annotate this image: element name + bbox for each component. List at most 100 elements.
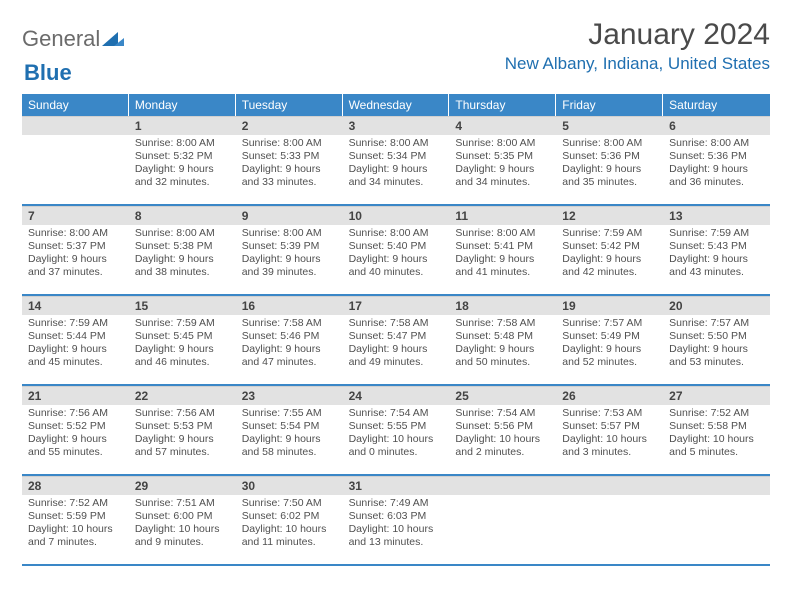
- day-body: Sunrise: 7:56 AMSunset: 5:52 PMDaylight:…: [22, 405, 129, 466]
- day-sunset: Sunset: 5:49 PM: [562, 330, 657, 343]
- day-daylight1: Daylight: 9 hours: [28, 433, 123, 446]
- day-number: 24: [343, 387, 450, 405]
- day-body: Sunrise: 7:51 AMSunset: 6:00 PMDaylight:…: [129, 495, 236, 556]
- day-body: Sunrise: 8:00 AMSunset: 5:35 PMDaylight:…: [449, 135, 556, 196]
- day-number: 3: [343, 117, 450, 135]
- brand-text: General: [22, 26, 124, 52]
- daynum-bar: 8: [129, 206, 236, 225]
- day-body: Sunrise: 7:50 AMSunset: 6:02 PMDaylight:…: [236, 495, 343, 556]
- day-number: [556, 477, 663, 495]
- day-cell: 20Sunrise: 7:57 AMSunset: 5:50 PMDayligh…: [663, 296, 770, 384]
- day-daylight1: Daylight: 9 hours: [242, 343, 337, 356]
- day-number: [663, 477, 770, 495]
- day-daylight1: Daylight: 9 hours: [669, 253, 764, 266]
- day-sunrise: Sunrise: 8:00 AM: [349, 227, 444, 240]
- day-cell: 10Sunrise: 8:00 AMSunset: 5:40 PMDayligh…: [343, 206, 450, 294]
- day-number: 23: [236, 387, 343, 405]
- day-sunrise: Sunrise: 8:00 AM: [135, 137, 230, 150]
- day-body: Sunrise: 8:00 AMSunset: 5:38 PMDaylight:…: [129, 225, 236, 286]
- daynum-bar: 4: [449, 116, 556, 135]
- day-body: Sunrise: 7:55 AMSunset: 5:54 PMDaylight:…: [236, 405, 343, 466]
- daynum-bar: 6: [663, 116, 770, 135]
- daynum-bar: 27: [663, 386, 770, 405]
- day-sunrise: Sunrise: 7:54 AM: [349, 407, 444, 420]
- day-number: 4: [449, 117, 556, 135]
- daynum-bar: 16: [236, 296, 343, 315]
- day-daylight1: Daylight: 9 hours: [28, 343, 123, 356]
- brand-part1: General: [22, 26, 100, 52]
- day-sunset: Sunset: 5:59 PM: [28, 510, 123, 523]
- day-number: 9: [236, 207, 343, 225]
- day-cell: 31Sunrise: 7:49 AMSunset: 6:03 PMDayligh…: [343, 476, 450, 564]
- day-sunrise: Sunrise: 7:59 AM: [669, 227, 764, 240]
- day-sunrise: Sunrise: 7:58 AM: [349, 317, 444, 330]
- day-sunset: Sunset: 5:48 PM: [455, 330, 550, 343]
- day-cell: 5Sunrise: 8:00 AMSunset: 5:36 PMDaylight…: [556, 116, 663, 204]
- daynum-bar: 12: [556, 206, 663, 225]
- day-sunrise: Sunrise: 8:00 AM: [455, 137, 550, 150]
- day-body: [449, 495, 556, 503]
- day-sunrise: Sunrise: 7:57 AM: [562, 317, 657, 330]
- day-body: Sunrise: 7:52 AMSunset: 5:59 PMDaylight:…: [22, 495, 129, 556]
- day-cell: 14Sunrise: 7:59 AMSunset: 5:44 PMDayligh…: [22, 296, 129, 384]
- daynum-bar: 1: [129, 116, 236, 135]
- title-block: January 2024 New Albany, Indiana, United…: [505, 18, 770, 74]
- day-daylight2: and 37 minutes.: [28, 266, 123, 279]
- location-text: New Albany, Indiana, United States: [505, 54, 770, 74]
- daynum-bar: 24: [343, 386, 450, 405]
- day-sunrise: Sunrise: 7:55 AM: [242, 407, 337, 420]
- day-sunrise: Sunrise: 7:59 AM: [28, 317, 123, 330]
- daynum-bar: 22: [129, 386, 236, 405]
- day-sunset: Sunset: 5:32 PM: [135, 150, 230, 163]
- week-row: 7Sunrise: 8:00 AMSunset: 5:37 PMDaylight…: [22, 206, 770, 296]
- daynum-bar: [449, 476, 556, 495]
- daynum-bar: 25: [449, 386, 556, 405]
- day-daylight1: Daylight: 9 hours: [455, 343, 550, 356]
- day-daylight2: and 13 minutes.: [349, 536, 444, 549]
- day-sunset: Sunset: 5:47 PM: [349, 330, 444, 343]
- day-cell: 1Sunrise: 8:00 AMSunset: 5:32 PMDaylight…: [129, 116, 236, 204]
- day-sunrise: Sunrise: 7:57 AM: [669, 317, 764, 330]
- day-number: 7: [22, 207, 129, 225]
- day-daylight2: and 38 minutes.: [135, 266, 230, 279]
- day-daylight2: and 53 minutes.: [669, 356, 764, 369]
- day-daylight1: Daylight: 9 hours: [349, 343, 444, 356]
- day-number: 28: [22, 477, 129, 495]
- day-daylight1: Daylight: 9 hours: [135, 253, 230, 266]
- day-cell: [449, 476, 556, 564]
- day-daylight2: and 39 minutes.: [242, 266, 337, 279]
- daynum-bar: 14: [22, 296, 129, 315]
- day-body: Sunrise: 8:00 AMSunset: 5:40 PMDaylight:…: [343, 225, 450, 286]
- daynum-bar: 17: [343, 296, 450, 315]
- day-number: [22, 117, 129, 135]
- day-sunrise: Sunrise: 8:00 AM: [349, 137, 444, 150]
- day-number: 31: [343, 477, 450, 495]
- day-sunset: Sunset: 5:53 PM: [135, 420, 230, 433]
- weekday-header: Sunday Monday Tuesday Wednesday Thursday…: [22, 94, 770, 116]
- day-number: 15: [129, 297, 236, 315]
- day-daylight1: Daylight: 9 hours: [562, 253, 657, 266]
- day-sunrise: Sunrise: 8:00 AM: [455, 227, 550, 240]
- day-body: Sunrise: 8:00 AMSunset: 5:34 PMDaylight:…: [343, 135, 450, 196]
- day-number: 11: [449, 207, 556, 225]
- day-cell: [22, 116, 129, 204]
- weekday-thursday: Thursday: [449, 94, 556, 116]
- day-sunset: Sunset: 5:38 PM: [135, 240, 230, 253]
- week-row: 28Sunrise: 7:52 AMSunset: 5:59 PMDayligh…: [22, 476, 770, 566]
- day-body: Sunrise: 7:59 AMSunset: 5:45 PMDaylight:…: [129, 315, 236, 376]
- day-sunrise: Sunrise: 7:53 AM: [562, 407, 657, 420]
- weekday-friday: Friday: [556, 94, 663, 116]
- day-daylight1: Daylight: 9 hours: [242, 433, 337, 446]
- day-body: Sunrise: 7:49 AMSunset: 6:03 PMDaylight:…: [343, 495, 450, 556]
- weekday-monday: Monday: [129, 94, 236, 116]
- day-daylight1: Daylight: 9 hours: [28, 253, 123, 266]
- day-body: [556, 495, 663, 503]
- daynum-bar: 7: [22, 206, 129, 225]
- day-cell: 26Sunrise: 7:53 AMSunset: 5:57 PMDayligh…: [556, 386, 663, 474]
- triangle-icon: [102, 30, 124, 46]
- day-number: 30: [236, 477, 343, 495]
- day-cell: [663, 476, 770, 564]
- day-body: Sunrise: 8:00 AMSunset: 5:32 PMDaylight:…: [129, 135, 236, 196]
- week-row: 1Sunrise: 8:00 AMSunset: 5:32 PMDaylight…: [22, 116, 770, 206]
- day-sunset: Sunset: 5:35 PM: [455, 150, 550, 163]
